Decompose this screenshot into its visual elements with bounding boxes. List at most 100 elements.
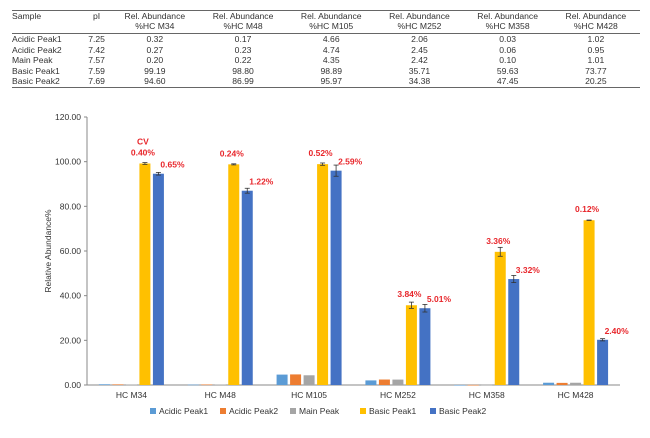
bar-basic-peak2 [241,190,253,385]
bar-acidic-peak2 [201,384,213,386]
table-header-cell: Rel. Abundance %HC M358 [463,10,552,34]
bar-basic-peak1 [139,163,151,385]
data-label: CV [137,136,149,146]
table-cell: Acidic Peak1 [12,34,62,44]
table-cell: 1.02 [587,34,605,44]
table-cell: 98.89 [320,65,342,76]
table-cell: 47.45 [463,76,552,88]
y-tick-label: 0.00 [64,380,81,390]
table-cell: 34.38 [375,76,464,88]
table-cell: 0.23 [234,44,252,55]
table-cell: 59.63 [496,65,519,76]
bar-main-peak [392,379,404,385]
data-label: 2.40% [605,326,630,336]
bar-acidic-peak2 [378,379,390,385]
legend: Acidic Peak1 Acidic Peak2 Main Peak Basic P… [150,406,487,416]
x-tick-label: HC M105 [291,390,327,400]
legend-swatch [150,408,156,414]
table-header-cell: Rel. Abundance %HC M34 [110,10,199,34]
table-cell: 0.22 [234,55,252,65]
table-cell: 99.19 [144,65,166,76]
legend-swatch [220,408,226,414]
legend-label: Main Peak [299,406,340,416]
table-cell: 0.10 [499,55,517,65]
table-cell: 4.66 [322,34,340,44]
bar-main-peak [214,384,226,386]
bar-basic-peak2 [597,339,609,385]
bar-basic-peak2 [330,170,342,385]
bar-acidic-peak1 [543,382,555,385]
table-cell: Acidic Peak2 [12,44,62,55]
bar-basic-peak1 [405,305,417,385]
bar-acidic-peak2 [112,384,124,385]
bar-basic-peak1 [494,251,506,385]
data-label: 1.22% [249,177,274,187]
data-label: 0.52% [309,148,334,158]
table-cell: 20.25 [551,76,640,88]
table-cell: 86.99 [198,76,288,88]
bar-acidic-peak1 [365,380,377,385]
table-cell: 0.20 [146,55,164,65]
legend-swatch [290,408,296,414]
bar-acidic-peak1 [98,384,110,385]
legend-swatch [430,408,436,414]
table-header-cell: pI [82,10,111,34]
table-cell: 7.25 [88,34,105,44]
table-header-row: Sample pI Rel. Abundance %HC M34 Rel. Abunda… [12,10,640,34]
legend-label: Acidic Peak2 [229,406,278,416]
bar-acidic-peak2 [556,382,568,385]
table-row: Basic Peak1 7.59 99.19 98.80 98.89 35.71 59.63… [12,66,640,77]
table-cell: 95.97 [287,76,376,88]
y-tick-label: 80.00 [60,201,82,211]
table-cell: 0.32 [146,34,164,44]
bar-acidic-peak1 [276,374,288,385]
bar-basic-peak2 [152,173,164,385]
table-cell: Basic Peak1 [12,65,60,76]
y-tick-label: 100.00 [55,157,81,167]
x-tick-label: HC M48 [205,390,236,400]
x-tick-label: HC M428 [558,390,594,400]
legend-label: Basic Peak1 [369,406,417,416]
bar-basic-peak2 [419,308,431,385]
bar-main-peak [303,375,315,385]
table-cell: 35.71 [408,65,431,76]
legend-swatch [360,408,366,414]
table-cell: 73.77 [585,65,607,76]
table-cell: Main Peak [12,55,53,65]
table-cell: 7.42 [88,44,105,55]
table-header-cell: Rel. Abundance %HC M48 [198,10,288,34]
data-label: 3.84% [397,289,422,299]
x-tick-label: HC M252 [380,390,416,400]
table-cell: 2.06 [411,34,428,44]
y-tick-label: 120.00 [55,112,81,122]
data-label: 0.12% [575,204,600,214]
bar-basic-peak1 [583,220,595,385]
table-cell: 2.45 [411,44,428,55]
table-body: Acidic Peak1 7.25 0.32 0.17 4.66 2.06 0.03 1.02… [12,34,640,88]
table-cell: 98.80 [232,65,254,76]
legend-label: Basic Peak2 [439,406,487,416]
table-cell: 1.01 [587,55,605,65]
table-header-cell: Rel. Abundance %HC M428 [551,10,640,34]
data-label: 0.40% [131,147,156,157]
bar-basic-peak2 [508,279,520,385]
data-label: 5.01% [427,294,452,304]
data-label: 2.59% [338,157,363,167]
bar-acidic-peak2 [467,384,479,386]
table-cell: 0.95 [587,44,605,55]
abundance-table: Sample pI Rel. Abundance %HC M34 Rel. Abunda… [12,10,640,88]
table-cell: 2.42 [411,55,428,65]
bar-acidic-peak1 [187,384,199,386]
legend-label: Acidic Peak1 [159,406,208,416]
table-row: Acidic Peak2 7.42 0.27 0.23 4.74 2.45 0.06 0.95 [12,45,640,56]
y-tick-label: 40.00 [60,291,82,301]
bar-acidic-peak1 [454,384,466,386]
bar-basic-peak1 [317,164,329,385]
table-header-cell: Sample [12,10,83,34]
table-cell: 7.57 [88,55,105,65]
bar-acidic-peak2 [290,374,302,385]
table-cell: 7.69 [82,76,111,88]
table-cell: 0.27 [146,44,164,55]
data-label: 3.32% [516,265,541,275]
data-label: 0.65% [160,160,185,170]
